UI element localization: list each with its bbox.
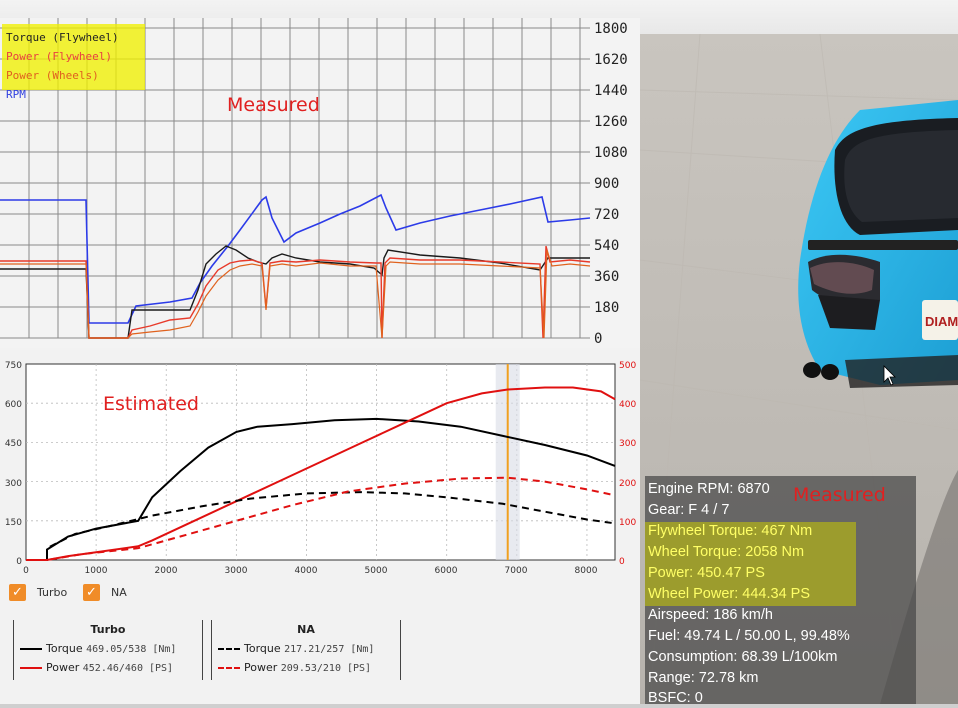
stats-measured-annotation: Measured [793, 484, 886, 506]
top-y-tick: 360 [594, 269, 619, 285]
left-y-tick: 600 [5, 400, 22, 410]
na-torque-series [26, 491, 616, 561]
left-y-tick: 0 [16, 557, 22, 567]
measured-graph-plot: 1800 1620 1440 1260 1080 900 720 540 360… [0, 18, 628, 347]
measured-annotation: Measured [227, 94, 320, 116]
legend-torque-flywheel: Torque (Flywheel) [6, 31, 119, 44]
na-torque-row: Torque 217.21/257 [Nm] [218, 642, 374, 655]
na-checkbox[interactable]: ✓ [83, 584, 100, 601]
stat-fuel: Fuel: 49.74 L / 50.00 L, 99.48% [648, 628, 850, 644]
right-y-tick: 0 [619, 557, 625, 567]
stat-wheel-torque: Wheel Torque: 2058 Nm [648, 544, 805, 560]
top-y-tick: 1620 [594, 52, 628, 68]
turbo-power-series [26, 386, 616, 561]
legend-power-flywheel: Power (Flywheel) [6, 50, 112, 63]
na-torque-label: Torque [244, 642, 281, 655]
x-tick: 4000 [295, 566, 318, 576]
right-y-tick: 100 [619, 518, 636, 528]
stat-power: Power: 450.47 PS [648, 565, 765, 581]
stats-panel: Engine RPM: 6870 Gear: F 4 / 7 Flywheel … [645, 476, 916, 706]
turbo-power-value: 452.46/460 [PS] [82, 663, 174, 674]
legend-power-wheels: Power (Wheels) [6, 69, 99, 82]
top-y-tick: 1260 [594, 114, 628, 130]
na-power-series [26, 476, 616, 561]
turbo-legend: Turbo Torque 469.05/538 [Nm] Power 452.4… [13, 620, 203, 680]
na-power-value: 209.53/210 [PS] [280, 663, 372, 674]
rpm-trace [0, 193, 591, 324]
solid-black-line-icon [20, 648, 42, 650]
na-checkbox-label: NA [111, 586, 127, 599]
power-flywheel-trace [0, 245, 591, 339]
dashed-black-line-icon [218, 648, 240, 650]
right-y-tick: 400 [619, 400, 636, 410]
solid-red-line-icon [20, 667, 42, 669]
turbo-legend-title: Turbo [90, 623, 126, 636]
na-power-row: Power 209.53/210 [PS] [218, 661, 371, 674]
left-y-tick: 150 [5, 518, 22, 528]
top-y-tick: 1080 [594, 145, 628, 161]
turbo-torque-row: Torque 469.05/538 [Nm] [20, 642, 176, 655]
stat-range: Range: 72.78 km [648, 670, 759, 686]
right-y-tick: 500 [619, 361, 636, 371]
legend-rpm: RPM [6, 88, 26, 101]
top-y-tick: 900 [594, 176, 619, 192]
estimated-graph-plot: 750 600 450 300 150 0 500 400 300 200 10… [5, 361, 637, 576]
na-legend-title: NA [297, 623, 315, 636]
top-y-tick: 540 [594, 238, 619, 254]
stat-gear: Gear: F 4 / 7 [648, 502, 730, 518]
stat-flywheel-torque: Flywheel Torque: 467 Nm [648, 523, 813, 539]
turbo-power-label: Power [46, 661, 80, 674]
x-tick: 7000 [505, 566, 528, 576]
x-tick: 1000 [85, 566, 108, 576]
x-tick: 5000 [365, 566, 388, 576]
turbo-power-row: Power 452.46/460 [PS] [20, 661, 173, 674]
na-legend: NA Torque 217.21/257 [Nm] Power 209.53/2… [211, 620, 401, 680]
stat-wheel-power: Wheel Power: 444.34 PS [648, 586, 811, 602]
blue-car: DIAM [798, 100, 958, 388]
left-y-tick: 300 [5, 479, 22, 489]
estimated-annotation: Estimated [103, 393, 199, 415]
estimated-panel: 750 600 450 300 150 0 500 400 300 200 10… [0, 348, 640, 704]
turbo-checkbox-label: Turbo [37, 586, 68, 599]
turbo-torque-value: 469.05/538 [Nm] [86, 644, 177, 655]
x-tick: 3000 [225, 566, 248, 576]
top-y-tick: 0 [594, 331, 602, 347]
license-plate-text: DIAM [925, 314, 958, 329]
torque-flywheel-trace [0, 245, 590, 339]
turbo-torque-label: Torque [46, 642, 83, 655]
na-torque-value: 217.21/257 [Nm] [284, 644, 375, 655]
x-tick: 2000 [155, 566, 178, 576]
stats-highlight [645, 522, 856, 606]
stat-engine-rpm: Engine RPM: 6870 [648, 481, 770, 497]
measured-legend [2, 24, 145, 90]
measured-graph: 1800 1620 1440 1260 1080 900 720 540 360… [0, 18, 640, 348]
top-y-tick: 1800 [594, 21, 628, 37]
stat-consumption: Consumption: 68.39 L/100km [648, 649, 838, 665]
stat-bsfc: BSFC: 0 [648, 690, 703, 706]
x-tick: 0 [23, 566, 29, 576]
stat-airspeed: Airspeed: 186 km/h [648, 607, 773, 623]
top-y-tick: 1440 [594, 83, 628, 99]
left-y-tick: 750 [5, 361, 22, 371]
left-y-tick: 450 [5, 439, 22, 449]
top-y-tick: 180 [594, 300, 619, 316]
dashed-red-line-icon [218, 667, 240, 669]
mouse-cursor-icon [883, 365, 896, 386]
na-power-label: Power [244, 661, 278, 674]
right-y-tick: 300 [619, 439, 636, 449]
x-tick: 8000 [575, 566, 598, 576]
right-y-tick: 200 [619, 479, 636, 489]
x-tick: 6000 [435, 566, 458, 576]
power-wheels-trace [0, 249, 591, 339]
turbo-checkbox[interactable]: ✓ [9, 584, 26, 601]
top-y-tick: 720 [594, 207, 619, 223]
